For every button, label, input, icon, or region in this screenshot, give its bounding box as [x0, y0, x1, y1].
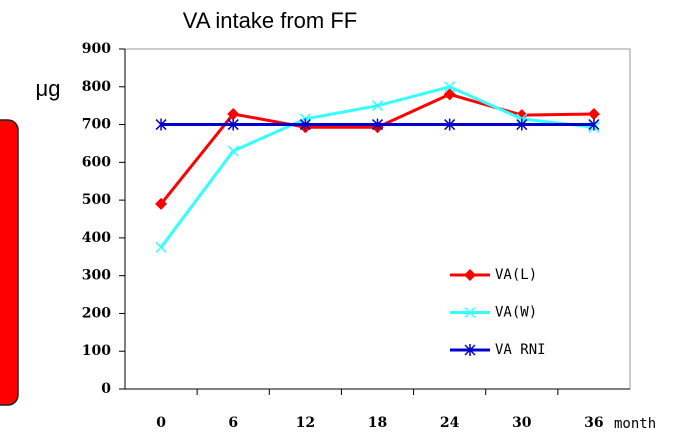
y-tick-label: 800: [82, 79, 111, 95]
marker: [299, 118, 311, 131]
marker: [227, 118, 239, 131]
chart-title: VA intake from FF: [183, 8, 357, 33]
y-tick-label: 400: [82, 230, 111, 246]
x-tick-label: 30: [512, 415, 532, 431]
marker: [227, 145, 239, 157]
marker: [464, 306, 476, 319]
legend-label: VA RNI: [495, 342, 546, 358]
y-tick-label: 100: [82, 343, 111, 359]
y-tick-label: 500: [82, 192, 111, 208]
marker: [587, 107, 600, 120]
marker: [464, 269, 476, 281]
y-tick-label: 700: [82, 117, 111, 133]
x-tick-label: 18: [368, 415, 387, 431]
y-tick-label: 200: [82, 305, 111, 321]
y-tick-label: 600: [82, 154, 111, 170]
x-axis-label: month: [614, 416, 656, 432]
marker: [443, 88, 456, 101]
marker: [444, 118, 456, 131]
x-tick-label: 36: [584, 415, 603, 431]
y-tick-label: 0: [101, 381, 111, 397]
y-axis-label: μg: [36, 76, 61, 101]
marker: [444, 81, 456, 93]
marker: [371, 100, 384, 112]
x-tick-label: 6: [228, 415, 238, 431]
legend-label: VA(W): [495, 305, 537, 321]
series-line: [159, 92, 594, 205]
marker: [588, 118, 600, 131]
x-tick-label: 24: [440, 415, 460, 431]
marker: [464, 344, 476, 356]
side-panel: [0, 119, 19, 406]
legend-label: VA(L): [495, 267, 537, 283]
marker: [155, 197, 168, 210]
x-tick-label: 0: [156, 415, 166, 431]
plot-frame: [124, 48, 631, 390]
marker: [227, 107, 240, 120]
marker: [155, 241, 167, 253]
marker: [155, 118, 167, 131]
series-line: [159, 85, 595, 249]
marker: [516, 118, 528, 131]
y-tick-label: 300: [82, 268, 111, 284]
x-tick-label: 12: [296, 415, 315, 431]
y-tick-label: 900: [82, 41, 111, 57]
marker: [371, 118, 384, 131]
